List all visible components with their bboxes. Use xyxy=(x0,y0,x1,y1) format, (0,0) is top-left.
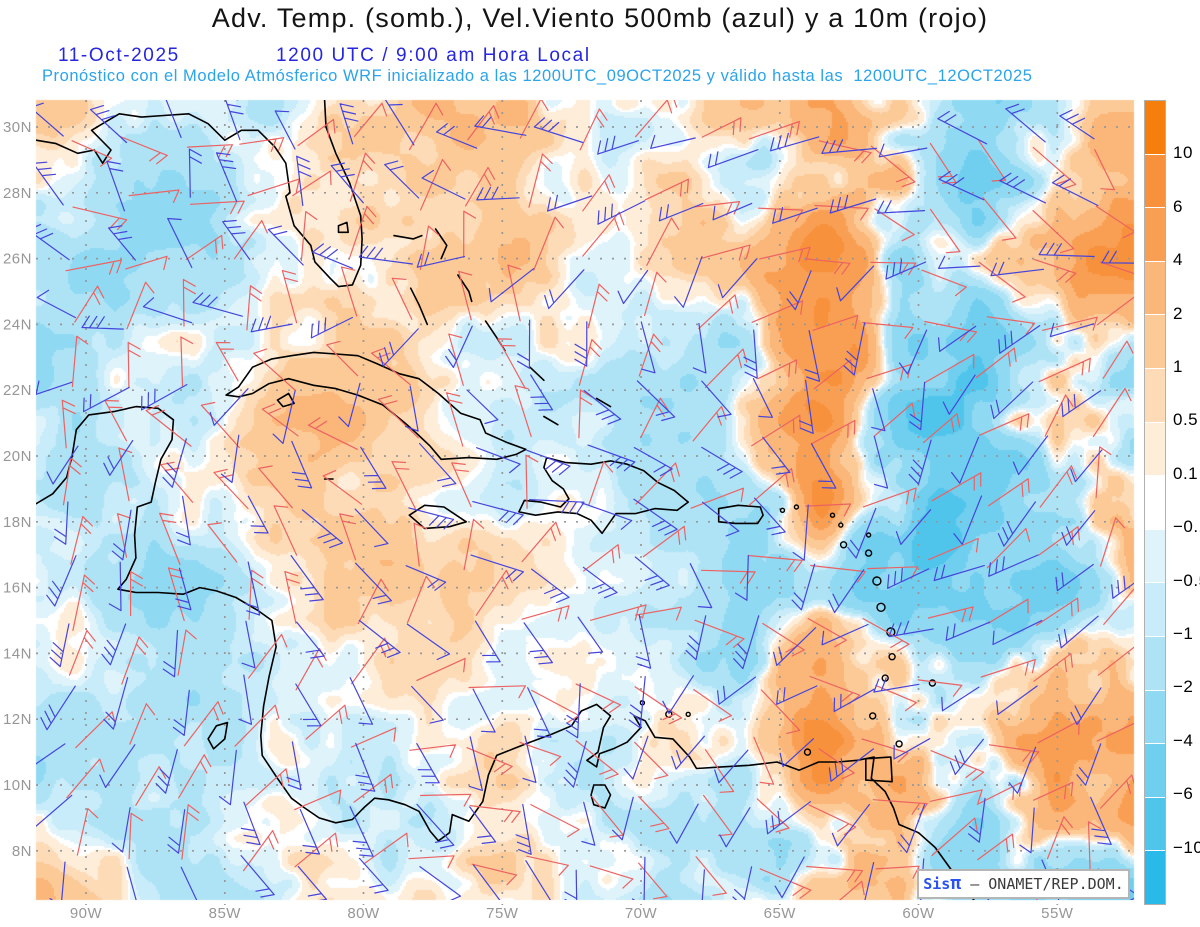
colorbar-segment xyxy=(1145,583,1165,637)
forecast-note: Pronóstico con el Modelo Atmósferico WRF… xyxy=(42,67,1033,85)
lat-tick-label: 28N xyxy=(3,185,32,202)
valid-date: 11-Oct-2025 xyxy=(58,45,180,66)
colorbar-tick-label: −2 xyxy=(1173,677,1194,697)
lat-tick-label: 14N xyxy=(3,645,32,662)
colorbar-segment xyxy=(1145,422,1165,477)
small-island xyxy=(803,748,812,756)
colorbar-tick-label: 4 xyxy=(1173,250,1183,270)
colorbar-segment xyxy=(1145,690,1165,745)
lon-tick-label: 65W xyxy=(764,905,797,922)
lon-tick-label: 75W xyxy=(486,905,519,922)
colorbar-segment xyxy=(1145,476,1165,530)
valid-time: 1200 UTC / 9:00 am Hora Local xyxy=(276,45,591,66)
lat-tick-label: 8N xyxy=(12,843,32,860)
colorbar-tick-label: −4 xyxy=(1173,730,1194,750)
colorbar-segment xyxy=(1145,208,1165,262)
latitude-gridlines xyxy=(36,126,1134,852)
colorbar-tick-label: −0.5 xyxy=(1173,570,1200,590)
small-island xyxy=(685,711,691,717)
lat-tick-label: 26N xyxy=(3,251,32,268)
wind-barbs-10m xyxy=(61,100,1134,900)
lon-tick-label: 80W xyxy=(347,905,380,922)
lon-tick-label: 60W xyxy=(902,905,935,922)
colorbar-segment xyxy=(1145,315,1165,369)
small-island xyxy=(829,512,836,518)
small-island xyxy=(839,541,848,549)
colorbar-tick-label: 0.1 xyxy=(1173,463,1199,483)
colorbar-segment xyxy=(1145,797,1165,852)
colorbar-tick-label: 1 xyxy=(1173,357,1183,376)
watermark-brand: Sis xyxy=(923,875,951,893)
lat-tick-label: 16N xyxy=(3,580,32,597)
lat-tick-label: 12N xyxy=(3,711,32,728)
watermark-box: Sis π – ONAMET/REP.DOM. xyxy=(917,869,1130,899)
small-island xyxy=(869,712,877,720)
small-island xyxy=(872,576,882,586)
colorbar-tick-label: 2 xyxy=(1173,303,1183,323)
colorbar-tick-label: 10 xyxy=(1173,143,1193,163)
colorbar-segment xyxy=(1145,529,1165,584)
colorbar-segment xyxy=(1145,636,1165,691)
lon-tick-label: 85W xyxy=(209,905,242,922)
colorbar-tick-label: −0.1 xyxy=(1173,517,1200,537)
small-island xyxy=(864,549,873,557)
lon-tick-label: 90W xyxy=(70,905,103,922)
colorbar xyxy=(1144,100,1166,905)
colorbar-tick-label: 6 xyxy=(1173,196,1183,216)
small-island xyxy=(793,504,800,510)
lat-tick-label: 30N xyxy=(3,119,32,136)
pi-icon: π xyxy=(950,873,962,894)
colorbar-segment xyxy=(1145,261,1165,316)
wind-barbs-500mb xyxy=(36,100,1134,900)
small-island xyxy=(865,532,872,538)
lon-tick-label: 55W xyxy=(1041,905,1074,922)
watermark-org: – ONAMET/REP.DOM. xyxy=(961,875,1124,893)
colorbar-tick-label: −6 xyxy=(1173,784,1194,804)
lat-tick-label: 24N xyxy=(3,316,32,333)
lat-tick-label: 18N xyxy=(3,514,32,531)
small-island xyxy=(838,522,844,528)
colorbar-segment xyxy=(1145,851,1165,904)
colorbar-tick-label: −10 xyxy=(1173,837,1200,857)
colorbar-segment xyxy=(1145,744,1165,798)
lat-tick-label: 20N xyxy=(3,448,32,465)
colorbar-tick-label: −1 xyxy=(1173,624,1194,643)
colorbar-segment xyxy=(1145,154,1165,209)
coastlines xyxy=(36,100,975,900)
small-island xyxy=(888,653,896,661)
lat-tick-label: 22N xyxy=(3,382,32,399)
small-island xyxy=(895,740,903,748)
small-island xyxy=(779,507,786,513)
colorbar-segment xyxy=(1145,368,1165,423)
chart-title: Adv. Temp. (somb.), Vel.Viento 500mb (az… xyxy=(211,3,989,33)
small-island xyxy=(876,602,886,612)
colorbar-tick-label: 0.5 xyxy=(1173,410,1199,430)
lat-tick-label: 10N xyxy=(3,777,32,794)
colorbar-segment xyxy=(1145,101,1165,155)
lon-tick-label: 70W xyxy=(625,905,658,922)
small-island xyxy=(928,679,937,687)
